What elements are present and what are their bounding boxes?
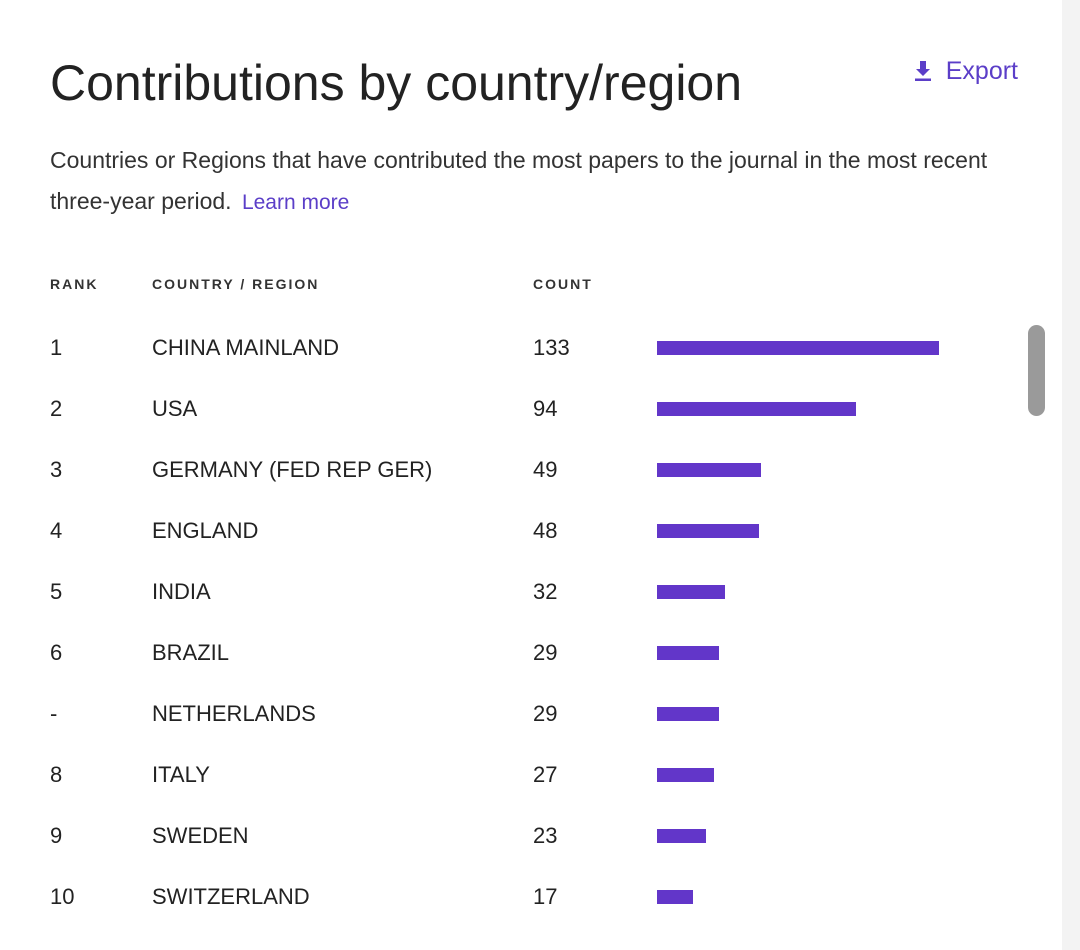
country-cell: GERMANY (FED REP GER) bbox=[152, 457, 433, 482]
count-bar bbox=[657, 646, 719, 660]
table-row: 10 SWITZERLAND 17 bbox=[50, 867, 1030, 928]
section-header: Contributions by country/region Export bbox=[50, 50, 1030, 120]
rank-cell: 8 bbox=[50, 762, 63, 787]
scrollbar-track[interactable] bbox=[1062, 0, 1080, 950]
rank-cell: - bbox=[50, 701, 58, 726]
country-cell: BRAZIL bbox=[152, 640, 230, 665]
country-cell: SWEDEN bbox=[152, 823, 249, 848]
download-icon bbox=[914, 61, 931, 81]
count-bar bbox=[657, 707, 719, 721]
rank-cell: 3 bbox=[50, 457, 63, 482]
table-row: 3 GERMANY (FED REP GER) 49 bbox=[50, 440, 1030, 501]
count-cell: 23 bbox=[533, 823, 558, 848]
rank-cell: 4 bbox=[50, 518, 63, 543]
page-title: Contributions by country/region bbox=[50, 55, 743, 111]
rank-cell: 6 bbox=[50, 640, 63, 665]
count-bar bbox=[657, 829, 706, 843]
export-button[interactable]: Export bbox=[914, 54, 1018, 88]
count-cell: 32 bbox=[533, 579, 558, 604]
rank-cell: 5 bbox=[50, 579, 63, 604]
rank-cell: 10 bbox=[50, 884, 75, 909]
country-cell: ITALY bbox=[152, 762, 210, 787]
table-row: 2 USA 94 bbox=[50, 379, 1030, 440]
learn-more-link[interactable]: Learn more bbox=[241, 191, 350, 214]
column-header-count: COUNT bbox=[533, 276, 593, 292]
column-header-country: COUNTRY / REGION bbox=[152, 276, 320, 292]
section-description: Countries or Regions that have contribut… bbox=[50, 140, 1010, 223]
rank-cell: 9 bbox=[50, 823, 63, 848]
count-bar bbox=[657, 402, 857, 416]
count-bar bbox=[657, 768, 715, 782]
table-row: 5 INDIA 32 bbox=[50, 562, 1030, 623]
table-row: 9 SWEDEN 23 bbox=[50, 806, 1030, 867]
table-row: - NETHERLANDS 29 bbox=[50, 684, 1030, 745]
count-bar bbox=[657, 341, 939, 355]
count-bar bbox=[657, 890, 693, 904]
country-cell: CHINA MAINLAND bbox=[152, 335, 340, 360]
column-header-rank: RANK bbox=[50, 276, 99, 292]
count-cell: 27 bbox=[533, 762, 558, 787]
table-row: 4 ENGLAND 48 bbox=[50, 501, 1030, 562]
count-cell: 94 bbox=[533, 396, 558, 421]
country-cell: SWITZERLAND bbox=[152, 884, 310, 909]
rank-cell: 1 bbox=[50, 335, 63, 360]
count-cell: 133 bbox=[533, 335, 570, 360]
count-bar bbox=[657, 463, 761, 477]
country-cell: NETHERLANDS bbox=[152, 701, 316, 726]
count-cell: 29 bbox=[533, 640, 558, 665]
count-cell: 48 bbox=[533, 518, 558, 543]
country-cell: INDIA bbox=[152, 579, 211, 604]
table-row: 1 CHINA MAINLAND 133 bbox=[50, 318, 1030, 379]
country-cell: ENGLAND bbox=[152, 518, 259, 543]
count-cell: 49 bbox=[533, 457, 558, 482]
table-row: 8 ITALY 27 bbox=[50, 745, 1030, 806]
table-header: RANK COUNTRY / REGION COUNT bbox=[50, 276, 1010, 300]
contributions-table: 1 CHINA MAINLAND 133 2 USA 94 3 GERMANY … bbox=[50, 318, 1030, 928]
count-bar bbox=[657, 524, 759, 538]
country-cell: USA bbox=[152, 396, 198, 421]
count-cell: 17 bbox=[533, 884, 558, 909]
rank-cell: 2 bbox=[50, 396, 63, 421]
scrollbar-thumb[interactable] bbox=[1028, 325, 1045, 416]
count-bar bbox=[657, 585, 725, 599]
table-row: 6 BRAZIL 29 bbox=[50, 623, 1030, 684]
export-label: Export bbox=[945, 57, 1018, 85]
count-cell: 29 bbox=[533, 701, 558, 726]
description-text: Countries or Regions that have contribut… bbox=[50, 147, 988, 214]
